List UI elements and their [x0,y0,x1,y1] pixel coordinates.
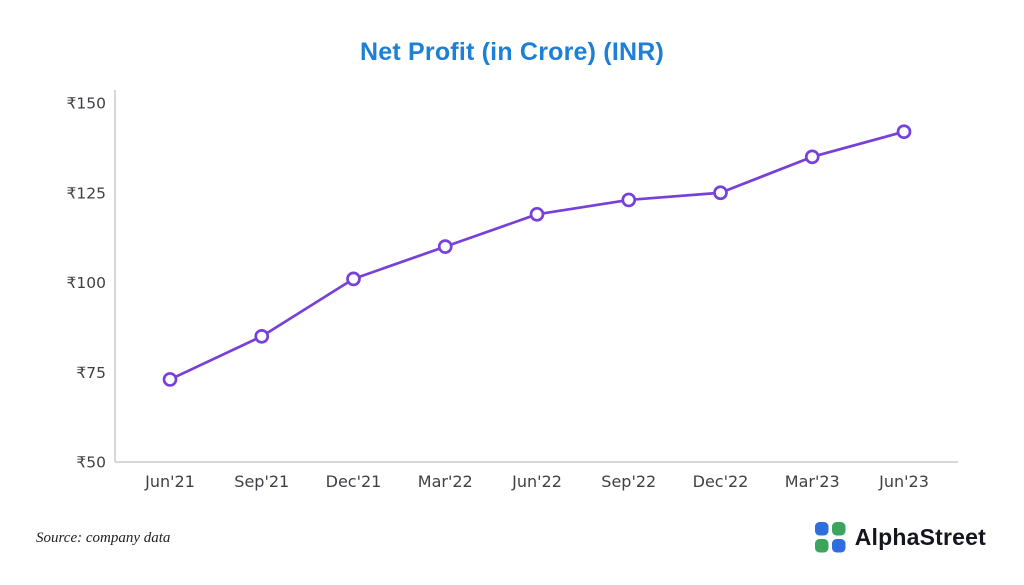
x-tick-label: Sep'22 [601,472,656,491]
y-tick-label: ₹150 [67,95,106,113]
data-point-marker [346,271,361,287]
brand-logo: AlphaStreet [814,522,986,553]
alphastreet-logo-icon [814,522,846,553]
x-tick-label: Sep'21 [234,472,289,491]
data-point-marker [621,192,637,208]
chart-title: Net Profit (in Crore) (INR) [360,38,664,66]
x-tick-label: Dec'22 [693,472,749,491]
brand-name: AlphaStreet [854,524,986,550]
net-profit-line-chart: ₹50 ₹75 ₹100 ₹125 ₹150 Jun'21 Sep'21 Dec'21 Mar'… [67,90,958,491]
data-point-marker [713,185,728,201]
data-point-marker [529,206,545,222]
x-tick-label: Jun'23 [878,472,929,491]
profit-line [168,130,906,381]
x-tick-label: Jun'21 [144,472,195,491]
data-point-marker [896,124,912,140]
y-tick-label: ₹50 [76,454,106,472]
data-point-marker [437,239,453,254]
x-tick-label: Dec'21 [326,472,382,491]
y-tick-label: ₹100 [67,274,106,292]
y-tick-label: ₹125 [67,184,106,202]
data-point-marker [804,149,820,165]
logo-tile-blue-br [831,539,846,553]
data-point-marker [162,372,178,387]
y-tick-label: ₹75 [76,364,106,382]
logo-tile-green-tr [831,522,846,536]
x-tick-label: Mar'23 [785,472,840,491]
x-tick-label: Jun'22 [511,472,562,491]
logo-tile-green-bl [814,539,829,553]
x-tick-label: Mar'22 [418,472,473,491]
source-note: Source: company data [36,530,171,546]
data-point-marker [254,329,270,344]
logo-tile-blue-tl [814,522,829,536]
